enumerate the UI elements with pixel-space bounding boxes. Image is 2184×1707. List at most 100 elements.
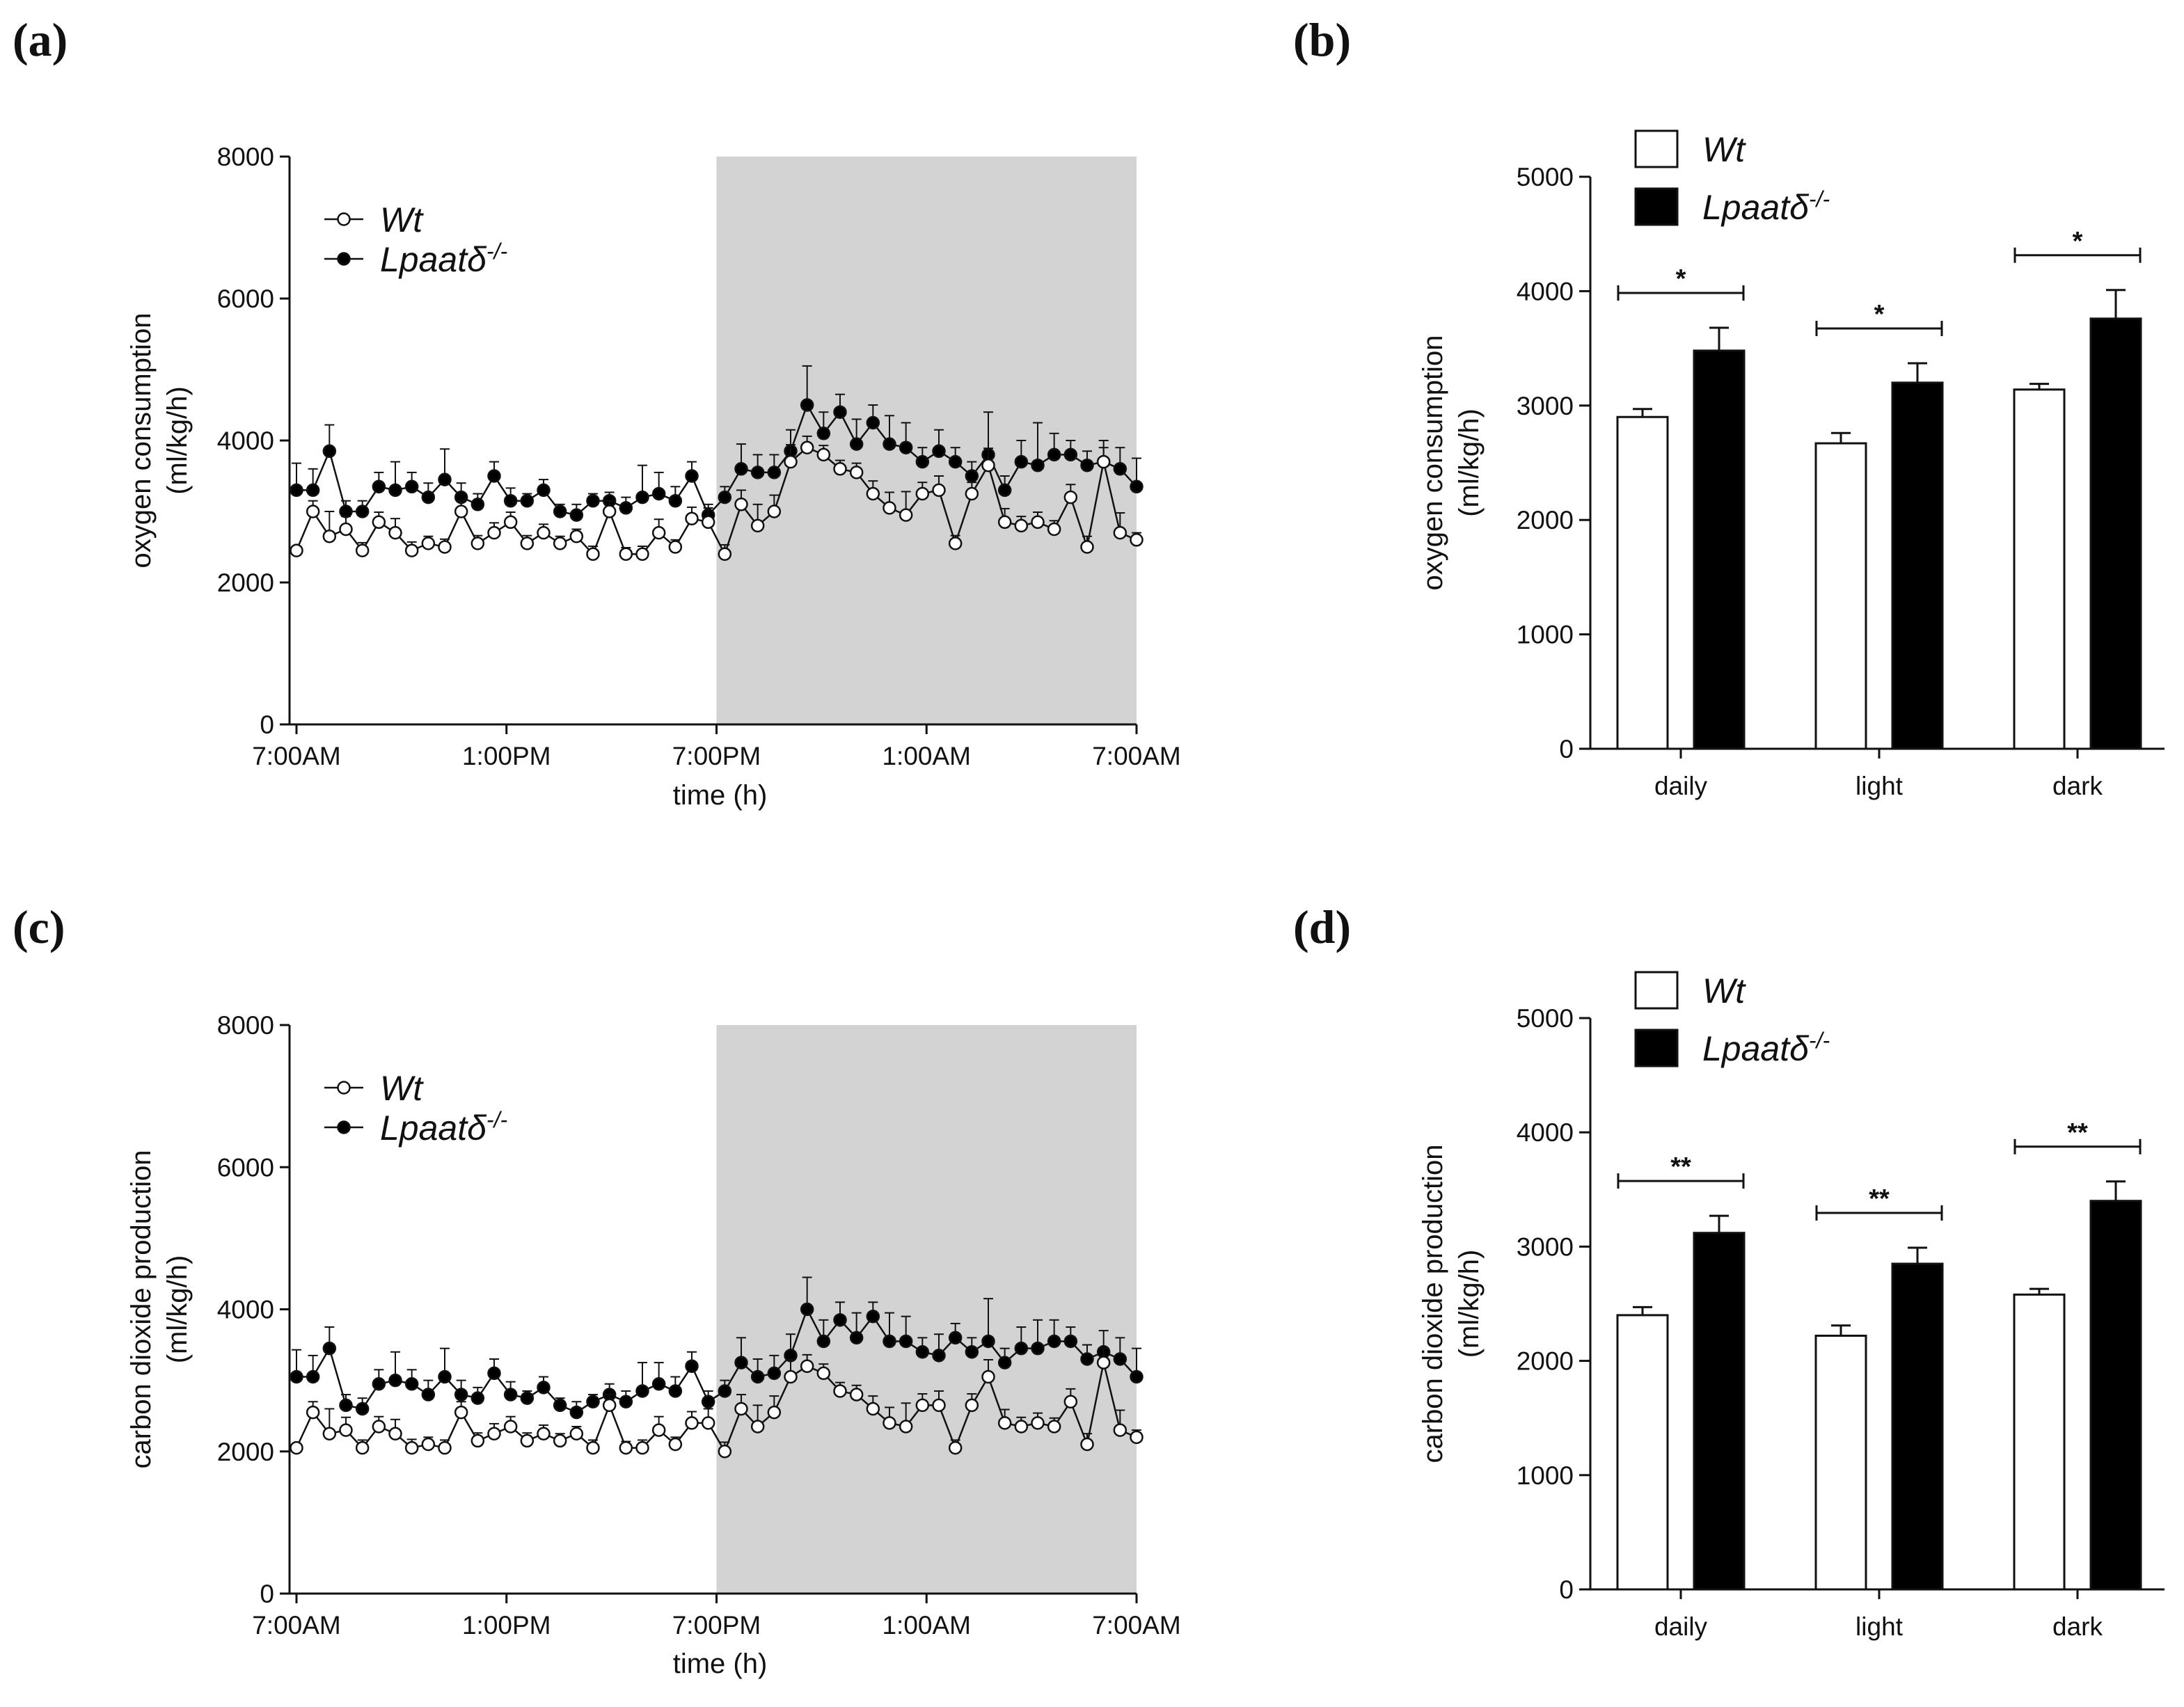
panel-a-data-point	[932, 483, 946, 498]
panel-c-data-point	[734, 1402, 748, 1416]
panel-c-data-point	[948, 1440, 963, 1455]
panel-a-data-point	[569, 508, 584, 522]
panel-a-data-point	[965, 486, 979, 501]
panel-a-data-point	[734, 498, 748, 511]
panel-a-data-point	[503, 493, 518, 508]
panel-a-legend-label: Wt	[380, 200, 424, 239]
panel-c-dark-phase-shading	[716, 1025, 1137, 1594]
panel-a-data-point	[915, 486, 930, 501]
panel-a-data-point	[1080, 458, 1094, 473]
panel-c-data-point	[1130, 1369, 1144, 1384]
panel-d-significance-mark: **	[2067, 1118, 2088, 1148]
panel-c-data-point	[932, 1398, 946, 1413]
panel-a-data-point	[1096, 454, 1111, 469]
panel-a-data-point	[685, 511, 699, 525]
panel-c-data-point	[849, 1388, 864, 1402]
panel-a-data-point	[619, 501, 633, 515]
panel-a-data-point	[470, 537, 485, 550]
panel-a-data-point	[668, 540, 683, 554]
panel-c-data-point	[503, 1388, 518, 1402]
panel-d-y-axis-label: carbon dioxide production (ml/kg/h)	[1418, 1144, 1485, 1463]
panel-c-data-point	[833, 1384, 847, 1398]
panel-d-legend-label: Lpaatδ-/-	[1702, 1028, 1830, 1068]
panel-c-data-point	[915, 1398, 930, 1413]
panel-c-x-tick-label: 7:00AM	[252, 1611, 341, 1639]
panel-c-data-point	[1031, 1341, 1045, 1356]
panel-b-legend-label: Lpaatδ-/-	[1702, 186, 1830, 227]
panel-a-data-point	[537, 525, 551, 540]
panel-a-y-tick-label: 4000	[217, 427, 274, 455]
panel-a-series-line	[295, 446, 1137, 557]
panel-c-data-point	[767, 1405, 782, 1420]
panel-c-data-point	[339, 1398, 353, 1413]
panel-c-data-point	[965, 1398, 979, 1413]
panel-d-y-tick-label: 2000	[1517, 1347, 1574, 1376]
panel-c-data-point	[883, 1334, 896, 1349]
panel-c-data-point	[454, 1388, 468, 1402]
panel-c-data-point	[800, 1359, 814, 1373]
panel-a-x-tick-label: 1:00PM	[462, 742, 551, 770]
panel-d-significance-mark: **	[1670, 1152, 1691, 1182]
panel-b-y-axis-label: oxygen consumption (ml/kg/h)	[1418, 335, 1485, 591]
panel-a-data-point	[388, 525, 402, 540]
panel-c-data-point	[586, 1440, 600, 1455]
panel-b: (b) 0 1000 2000 3000 4000 5000 oxygen consumpt…	[1293, 13, 2165, 800]
panel-c-data-point	[421, 1388, 436, 1402]
panel-c-data-point	[1113, 1423, 1127, 1437]
panel-a-data-point	[849, 437, 864, 451]
panel-c-data-point	[322, 1341, 337, 1356]
panel-a-data-point	[701, 515, 715, 530]
panel-c-data-point	[355, 1402, 370, 1416]
panel-b-y-tick-label: 5000	[1517, 163, 1574, 191]
panel-c-data-point	[454, 1405, 468, 1420]
panel-c-data-point	[421, 1437, 436, 1452]
panel-a-data-point	[651, 525, 666, 540]
panel-a-data-point	[734, 462, 748, 476]
panel-c-data-point	[306, 1369, 320, 1384]
panel-a-legend-marker	[337, 252, 351, 266]
panel-a-data-point	[306, 483, 320, 498]
panel-a-label: (a)	[13, 13, 68, 66]
panel-c-data-point	[1113, 1352, 1127, 1366]
panel-a-data-point	[718, 490, 732, 505]
panel-a-data-point	[750, 466, 765, 479]
panel-d-category-label: light	[1855, 1612, 1904, 1641]
panel-c-data-point	[619, 1395, 633, 1409]
panel-c-data-point	[586, 1395, 600, 1409]
panel-c-data-point	[981, 1369, 995, 1384]
panel-a-y-tick-label: 8000	[217, 143, 274, 171]
panel-c-data-point	[734, 1356, 748, 1369]
panel-c-data-point	[883, 1416, 896, 1430]
panel-a-data-point	[767, 505, 782, 518]
panel-a-data-point	[372, 479, 386, 494]
panel-c-data-point	[1014, 1420, 1029, 1434]
panel-c-data-point	[997, 1356, 1012, 1369]
panel-b-y-tick-label: 3000	[1517, 392, 1574, 420]
panel-c-data-point	[553, 1434, 567, 1448]
panel-a-data-point	[932, 444, 946, 459]
panel-c-data-point	[1130, 1430, 1144, 1445]
panel-c-data-point	[668, 1437, 683, 1452]
panel-a-data-point	[833, 405, 847, 419]
panel-a-y-tick-label: 2000	[217, 569, 274, 597]
panel-c-data-point	[438, 1369, 452, 1384]
panel-a-data-point	[883, 501, 896, 515]
panel-c-data-point	[701, 1416, 715, 1430]
panel-c-data-point	[948, 1331, 963, 1345]
panel-b-legend-label: Wt	[1702, 130, 1746, 169]
panel-c-data-point	[899, 1334, 913, 1349]
panel-a-series-line	[296, 403, 1137, 517]
panel-a-data-point	[306, 505, 320, 518]
panel-a-data-point	[948, 454, 963, 469]
panel-a-data-point	[1063, 490, 1078, 505]
panel-c-y-tick-label: 0	[260, 1580, 274, 1608]
panel-c-series-line	[296, 1307, 1137, 1413]
panel-b-significance-mark: *	[2073, 227, 2083, 256]
panel-d-legend-swatch	[1634, 1029, 1679, 1067]
panel-c-data-point	[569, 1405, 584, 1420]
panel-a-data-point	[619, 547, 633, 561]
panel-c-data-point	[339, 1423, 353, 1437]
panel-c-data-point	[750, 1369, 765, 1384]
panel-a-data-point	[537, 483, 551, 498]
panel-a-y-tick-label: 6000	[217, 285, 274, 313]
